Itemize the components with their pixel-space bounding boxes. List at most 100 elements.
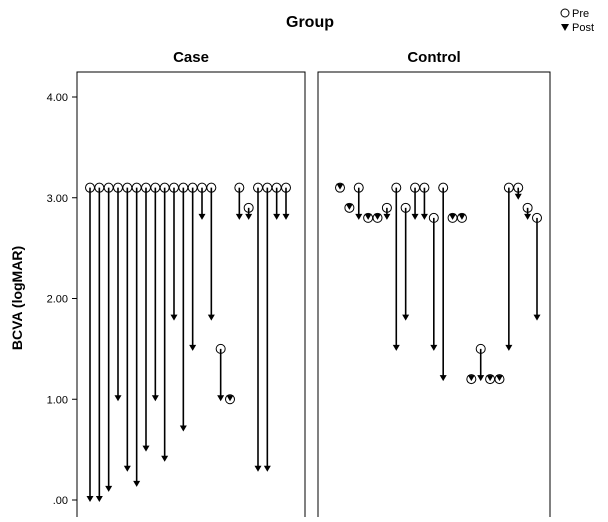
post-marker [114,395,122,402]
post-marker [439,375,447,382]
post-marker [355,213,363,220]
pre-marker [532,212,542,223]
y-axis-label: BCVA (logMAR) [9,246,25,350]
subject [243,202,254,220]
post-marker [420,213,428,220]
post-marker [345,203,353,210]
post-marker [207,314,215,321]
post-marker [86,496,94,502]
subject [197,182,207,220]
subject [344,202,355,213]
subject [447,212,458,223]
panel-case: Case [76,49,306,522]
panels: Case Control [76,49,551,522]
pre-marker [391,182,402,193]
subject [215,343,226,402]
post-marker [392,344,400,351]
pre-marker [400,202,411,213]
post-marker [486,375,494,382]
subject [456,212,467,223]
subject [187,182,198,351]
pre-marker [466,374,477,385]
post-marker [105,485,113,492]
post-marker [189,344,197,351]
pre-marker [456,212,467,223]
post-marker [477,375,485,382]
pre-marker [225,394,235,405]
post-marker [226,395,234,402]
panel-frame [76,71,306,522]
pre-marker [344,202,355,213]
post-marker [254,465,262,472]
pre-marker [335,182,345,193]
post-marker [217,395,225,402]
post-marker [198,213,206,220]
post-marker [245,213,253,220]
subject [381,202,392,220]
post-marker [430,344,438,351]
subject [141,182,151,452]
pre-marker [234,182,245,193]
subject [485,374,496,385]
post-marker [458,213,466,220]
pre-marker [372,212,383,223]
post-marker [383,213,391,220]
subject [466,374,477,385]
subject [253,182,263,472]
post-marker [411,213,419,220]
post-marker [402,314,410,321]
subject [103,182,114,492]
subject [513,182,524,200]
subject [400,202,411,321]
subject [391,182,402,351]
subject [262,182,273,472]
panel-frame [317,71,551,522]
pre-marker [281,182,291,193]
subject [85,182,95,502]
subject [131,182,142,487]
post-marker [374,213,382,220]
subject [494,374,505,385]
y-tick-label: 2.00 [47,294,68,306]
pre-marker [206,182,217,193]
post-marker [179,425,187,432]
post-marker [495,375,503,382]
post-marker [514,193,522,200]
post-marker [336,183,344,190]
pre-marker [419,182,430,193]
post-marker [467,375,475,382]
post-marker [524,213,532,220]
post-marker [161,455,169,462]
pre-marker [353,182,364,193]
post-marker [95,496,103,502]
post-marker [133,480,141,487]
pre-marker [522,202,533,213]
panel-title: Control [407,49,460,66]
pre-marker [381,202,392,213]
subject [335,182,345,193]
legend-pre-label: Pre [572,8,589,20]
post-marker [170,314,178,321]
pre-marker [215,343,226,354]
subject [353,182,364,220]
subject [438,182,449,382]
subject [122,182,133,472]
post-marker [263,465,271,472]
y-tick-label: 3.00 [47,193,68,205]
y-axis: .00 1.00 2.00 3.00 4.00 [47,92,77,507]
post-marker [235,213,243,220]
subject [206,182,217,321]
subject [410,182,421,220]
pre-marker [475,343,486,354]
subject [234,182,245,220]
legend-pre-marker [560,8,570,18]
subject [532,212,542,321]
subject [113,182,123,402]
pre-marker [243,202,254,213]
legend-post-label: Post [572,22,594,34]
legend: Pre Post [560,8,594,34]
y-tick-label: 1.00 [47,394,68,406]
panel-title: Case [173,49,209,66]
